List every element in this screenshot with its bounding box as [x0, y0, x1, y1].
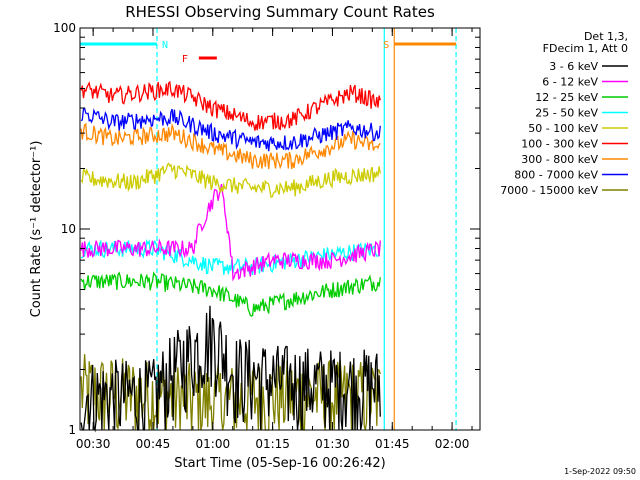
legend-label-3: 25 - 50 keV [535, 107, 598, 120]
series-line-1 [80, 183, 381, 282]
legend-title-line-1: Det 1,3, [584, 30, 628, 43]
annotation-label-2: S [383, 40, 389, 51]
legend-label-1: 6 - 12 keV [542, 76, 598, 89]
x-tick-label-0: 00:30 [76, 437, 111, 451]
series-line-6 [80, 122, 381, 170]
series-line-2 [80, 271, 381, 317]
legend-label-5: 100 - 300 keV [521, 138, 598, 151]
legend-label-4: 50 - 100 keV [528, 122, 598, 135]
series-line-0 [80, 305, 381, 433]
legend-label-2: 12 - 25 keV [535, 91, 598, 104]
legend-label-7: 800 - 7000 keV [514, 169, 598, 182]
x-tick-label-2: 01:00 [196, 437, 231, 451]
x-axis-label: Start Time (05-Sep-16 00:26:42) [174, 456, 385, 471]
annotation-label-1: F [182, 54, 188, 65]
series-line-4 [80, 162, 381, 198]
series-line-5 [80, 80, 381, 131]
x-tick-label-5: 01:45 [375, 437, 410, 451]
x-axis: 00:30 00:45 01:00 01:15 01:30 01:45 02:00 [76, 28, 473, 451]
y-tick-label-0: 1 [68, 423, 76, 437]
y-tick-label-1: 10 [61, 222, 76, 236]
x-tick-label-4: 01:30 [315, 437, 350, 451]
series-line-7 [80, 107, 381, 152]
footer-timestamp: 1-Sep-2022 09:50 [564, 467, 636, 476]
legend-label-8: 7000 - 15000 keV [500, 184, 598, 197]
y-axis: 1 10 100 [53, 21, 480, 437]
x-tick-label-6: 02:00 [435, 437, 470, 451]
legend-title-line-2: FDecim 1, Att 0 [543, 42, 628, 55]
legend: Det 1,3,FDecim 1, Att 0 3 - 6 keV 6 - 12 k… [500, 30, 628, 197]
x-tick-label-1: 00:45 [136, 437, 171, 451]
plot-area: N F S [80, 28, 457, 433]
y-tick-label-2: 100 [53, 21, 76, 35]
legend-label-0: 3 - 6 keV [549, 60, 598, 73]
chart-title: RHESSI Observing Summary Count Rates [125, 3, 435, 21]
x-tick-label-3: 01:15 [255, 437, 290, 451]
annotation-label-0: N [162, 40, 168, 51]
y-axis-label: Count Rate (s⁻¹ detector⁻¹) [29, 141, 44, 318]
legend-label-6: 300 - 800 keV [521, 153, 598, 166]
